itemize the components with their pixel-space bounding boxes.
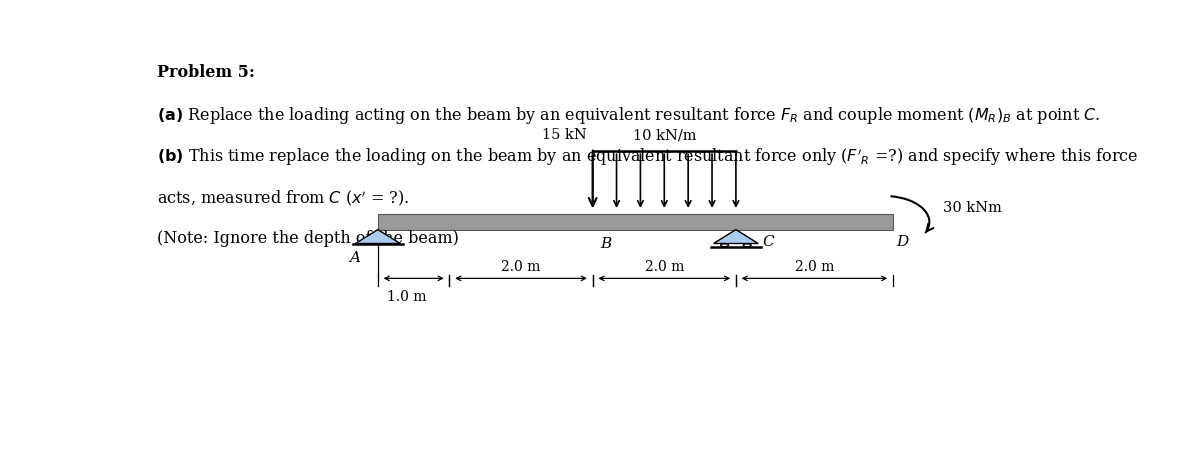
Text: C: C — [762, 235, 774, 249]
Text: Problem 5:: Problem 5: — [157, 63, 256, 81]
Text: 2.0 m: 2.0 m — [502, 260, 541, 273]
Text: 15 kN: 15 kN — [542, 128, 587, 142]
Text: 2.0 m: 2.0 m — [794, 260, 834, 273]
Text: 30 kNm: 30 kNm — [943, 201, 1002, 215]
Bar — [378, 214, 893, 230]
Text: $\mathbf{(b)}$ This time replace the loading on the beam by an equivalent result: $\mathbf{(b)}$ This time replace the loa… — [157, 147, 1139, 168]
Text: 2.0 m: 2.0 m — [644, 260, 684, 273]
Polygon shape — [714, 230, 758, 243]
Text: acts, measured from $C$ ($x'$ = ?).: acts, measured from $C$ ($x'$ = ?). — [157, 188, 409, 208]
Text: $\mathbf{(a)}$ Replace the loading acting on the beam by an equivalent resultant: $\mathbf{(a)}$ Replace the loading actin… — [157, 105, 1100, 126]
Polygon shape — [355, 230, 400, 243]
Text: A: A — [349, 251, 360, 265]
Text: D: D — [896, 235, 908, 249]
Text: B: B — [600, 237, 611, 251]
Text: (Note: Ignore the depth of the beam): (Note: Ignore the depth of the beam) — [157, 230, 460, 247]
Text: 10 kN/m: 10 kN/m — [632, 128, 696, 142]
Text: 1.0 m: 1.0 m — [386, 290, 426, 304]
